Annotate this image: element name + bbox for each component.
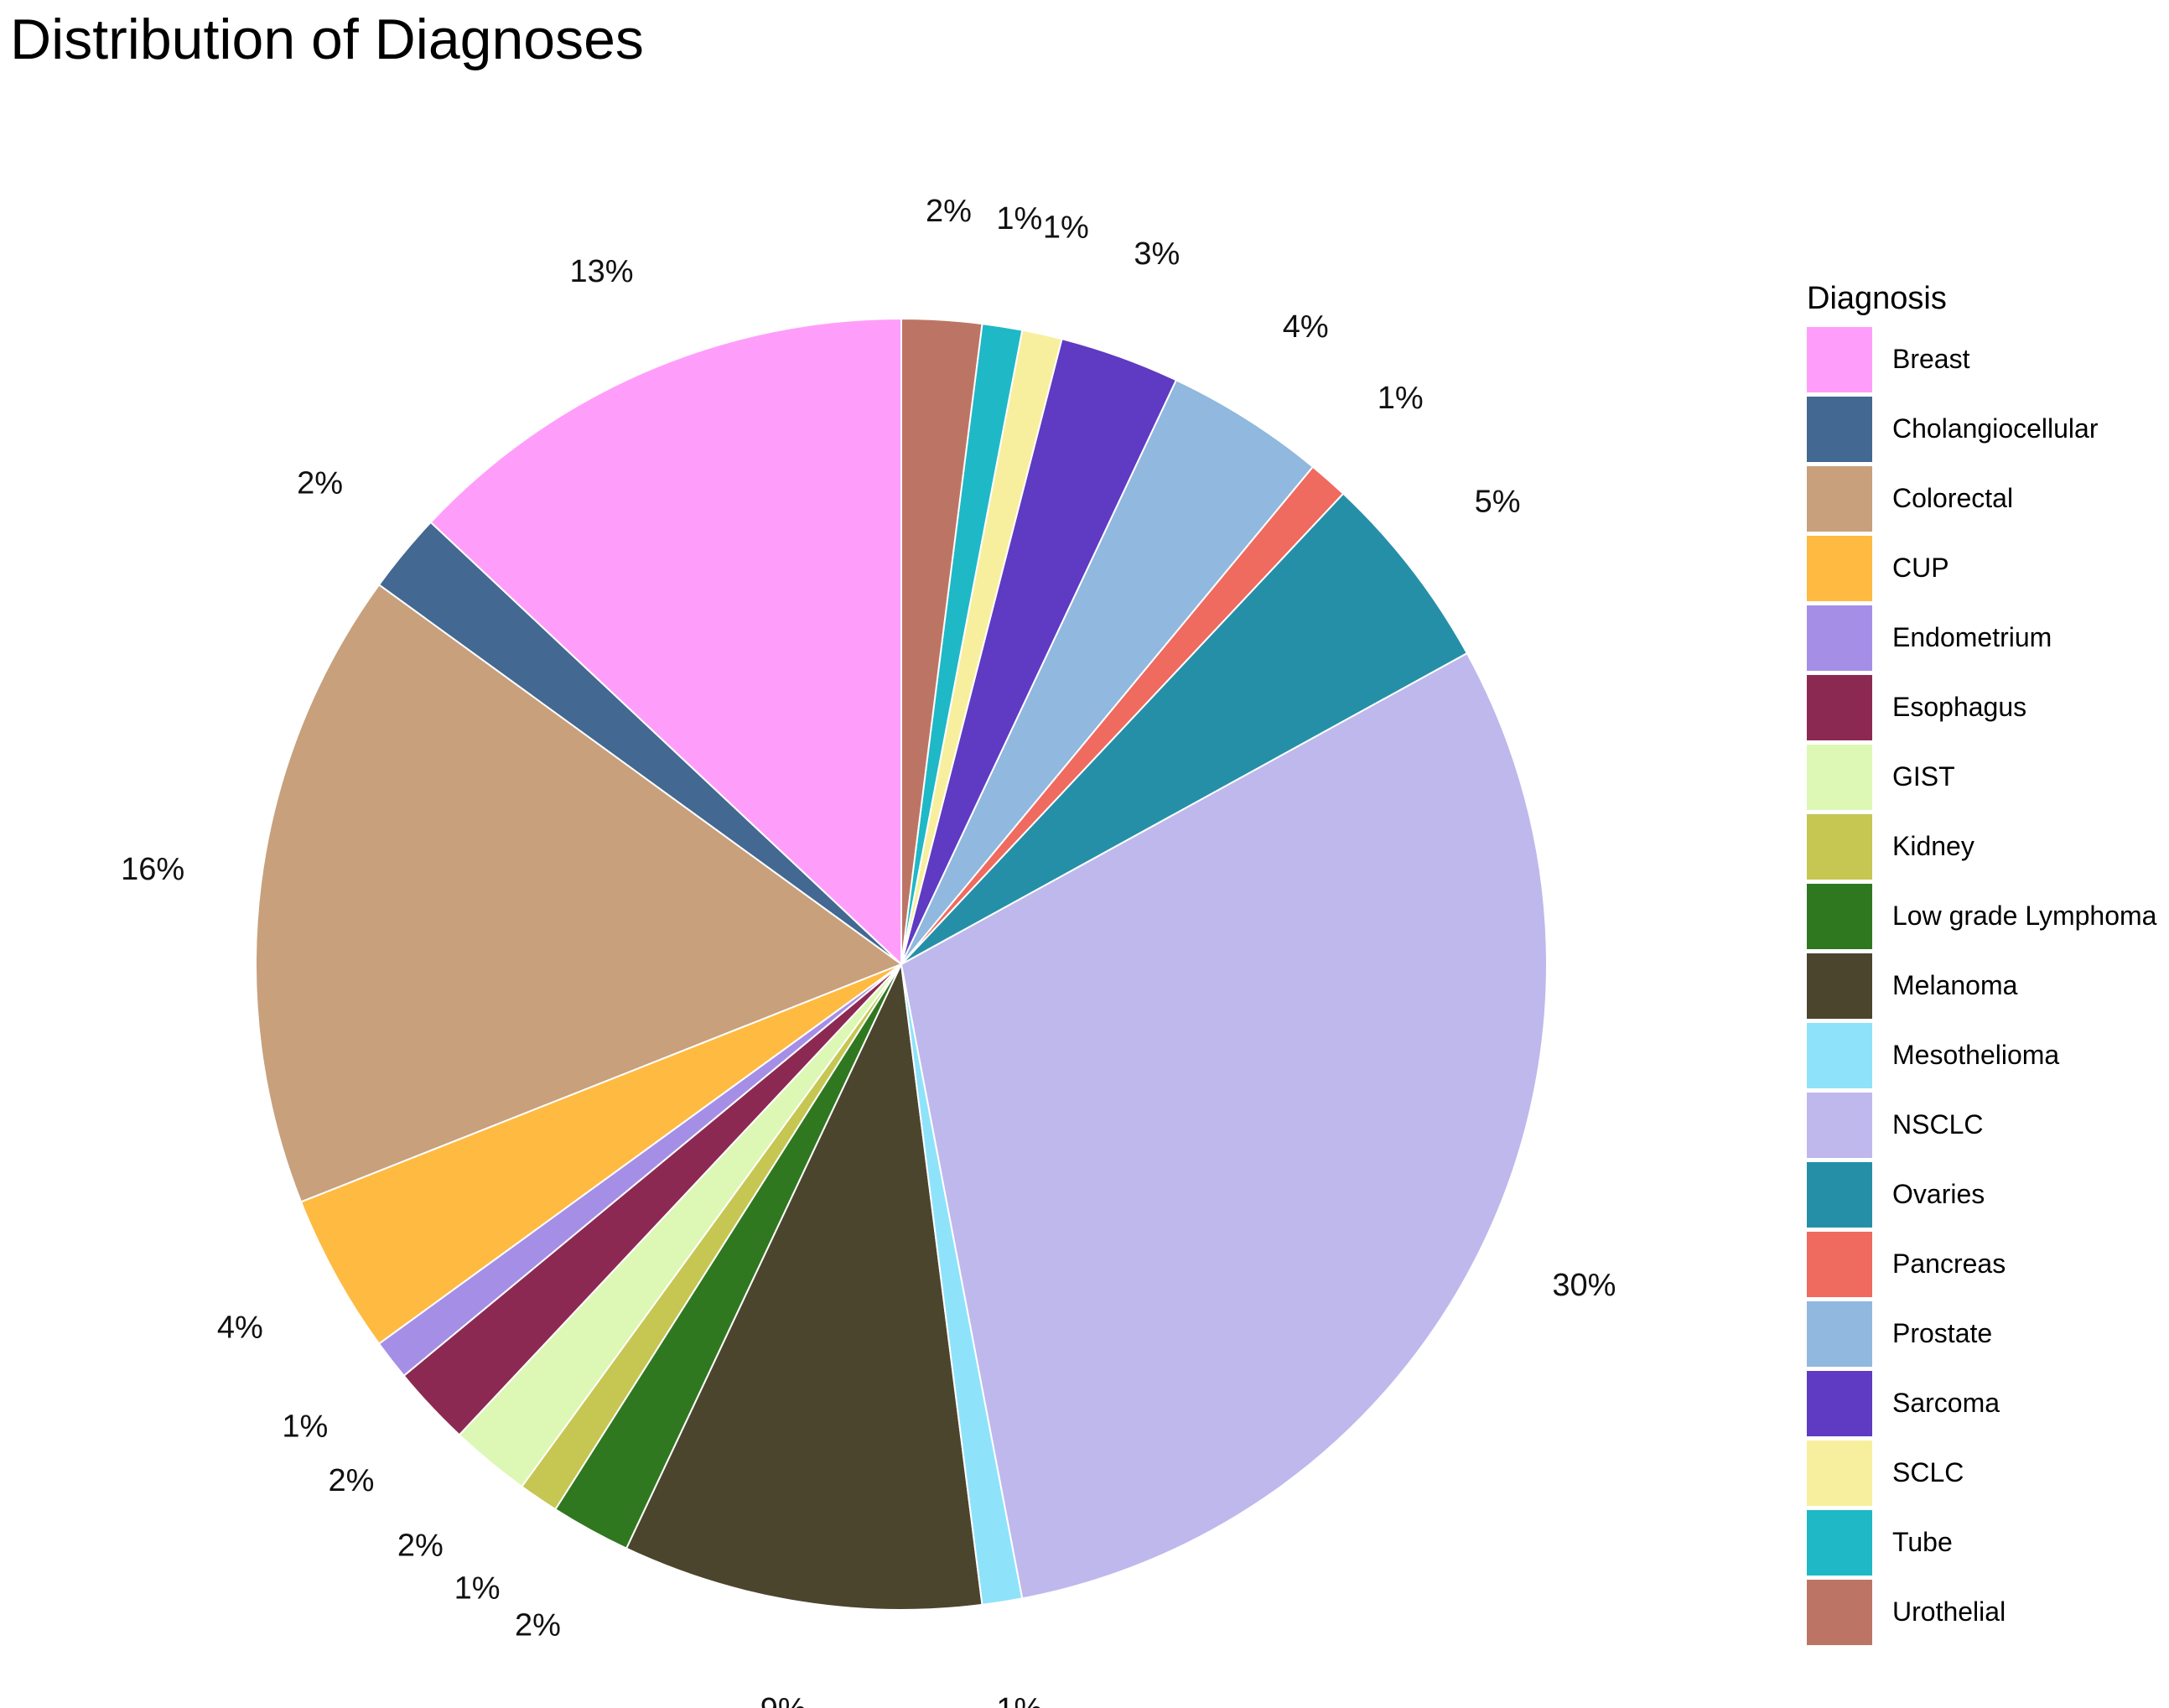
legend-swatch — [1807, 1231, 1872, 1297]
legend-label: NSCLC — [1892, 1109, 1984, 1140]
legend-swatch — [1807, 1440, 1872, 1506]
pie-label-endometrium: 1% — [282, 1409, 328, 1445]
pie-slices — [255, 317, 1548, 1611]
legend-label: Kidney — [1892, 831, 1974, 861]
legend-label: Esophagus — [1892, 692, 2027, 722]
legend-label: Urothelial — [1892, 1596, 2006, 1627]
legend-label: Endometrium — [1892, 622, 2052, 652]
legend-label: GIST — [1892, 761, 1955, 792]
pie-label-melanoma: 9% — [760, 1692, 807, 1708]
legend-swatch — [1807, 396, 1872, 462]
legend-swatch — [1807, 674, 1872, 740]
legend-label: Pancreas — [1892, 1249, 2006, 1279]
legend-label: Cholangiocellular — [1892, 413, 2099, 444]
legend-label: Breast — [1892, 344, 1970, 374]
pie-slice-ovaries — [900, 492, 1469, 965]
legend-swatch — [1807, 813, 1872, 880]
pie-label-sclc: 1% — [1043, 210, 1089, 246]
legend-label: SCLC — [1892, 1457, 1964, 1487]
pie-label-kidney: 1% — [454, 1570, 501, 1606]
pie-label-urothelial: 2% — [926, 194, 972, 229]
legend-item-colorectal: Colorectal — [1807, 464, 2156, 533]
legend-swatch — [1807, 1370, 1872, 1436]
legend-item-urothelial: Urothelial — [1807, 1577, 2156, 1647]
pie-slice-prostate — [900, 378, 1315, 965]
legend-swatch — [1807, 883, 1872, 949]
legend-label: Tube — [1892, 1527, 1953, 1557]
legend-item-prostate: Prostate — [1807, 1299, 2156, 1368]
pie-label-breast: 13% — [570, 254, 634, 289]
legend-label: Ovaries — [1892, 1179, 1985, 1209]
legend-swatch — [1807, 1161, 1872, 1228]
legend-item-esophagus: Esophagus — [1807, 672, 2156, 742]
legend-item-kidney: Kidney — [1807, 812, 2156, 881]
pie-label-low-grade-lymphoma: 2% — [515, 1608, 561, 1643]
legend-title: Diagnosis — [1807, 281, 1947, 316]
pie-slice-melanoma — [625, 961, 983, 1611]
legend-swatch — [1807, 1300, 1872, 1367]
legend-label: Low grade Lymphoma — [1892, 901, 2157, 931]
legend-item-mesothelioma: Mesothelioma — [1807, 1020, 2156, 1090]
legend-item-low-grade-lymphoma: Low grade Lymphoma — [1807, 881, 2156, 951]
pie-label-esophagus: 2% — [328, 1463, 374, 1498]
pie-label-mesothelioma: 1% — [996, 1692, 1042, 1708]
legend: Diagnosis Breast Cholangiocellular Colorec… — [1807, 273, 2156, 1647]
legend-item-ovaries: Ovaries — [1807, 1160, 2156, 1229]
legend-item-tube: Tube — [1807, 1508, 2156, 1577]
legend-swatch — [1807, 744, 1872, 810]
legend-item-endometrium: Endometrium — [1807, 603, 2156, 672]
legend-item-cup: CUP — [1807, 533, 2156, 603]
legend-swatch — [1807, 1509, 1872, 1576]
legend-item-sarcoma: Sarcoma — [1807, 1368, 2156, 1438]
legend-label: Sarcoma — [1892, 1388, 2000, 1418]
pie-slice-nsclc — [900, 652, 1548, 1600]
chart-title: Distribution of Diagnoses — [10, 8, 644, 71]
legend-label: Colorectal — [1892, 483, 2014, 513]
pie-label-nsclc: 30% — [1552, 1268, 1616, 1303]
legend-swatch — [1807, 605, 1872, 671]
legend-swatch — [1807, 1092, 1872, 1158]
legend-item-melanoma: Melanoma — [1807, 951, 2156, 1020]
legend-swatch — [1807, 953, 1872, 1019]
legend-swatch — [1807, 535, 1872, 601]
legend-swatch — [1807, 465, 1872, 532]
legend-items: Breast Cholangiocellular Colorectal CUP Endo… — [1807, 324, 2156, 1647]
legend-swatch — [1807, 1579, 1872, 1645]
pie-label-prostate: 4% — [1283, 309, 1329, 345]
pie-slice-breast — [429, 317, 902, 967]
legend-label: Prostate — [1892, 1318, 1993, 1348]
pie-label-cholangiocellular: 2% — [297, 465, 343, 501]
legend-label: Mesothelioma — [1892, 1040, 2060, 1070]
pie-label-gist: 2% — [397, 1528, 444, 1563]
legend-swatch — [1807, 326, 1872, 392]
legend-item-cholangiocellular: Cholangiocellular — [1807, 394, 2156, 464]
pie-label-ovaries: 5% — [1475, 484, 1521, 519]
pie-label-tube: 1% — [996, 201, 1042, 236]
legend-swatch — [1807, 1022, 1872, 1088]
legend-item-gist: GIST — [1807, 742, 2156, 812]
legend-item-pancreas: Pancreas — [1807, 1229, 2156, 1299]
pie-labels: 13%2%16%4%1%2%2%1%2%9%1%30%5%1%4%3%1%1%2… — [121, 194, 1616, 1708]
pie-label-pancreas: 1% — [1378, 381, 1424, 416]
pie-slice-colorectal — [255, 584, 904, 1203]
legend-item-sclc: SCLC — [1807, 1438, 2156, 1508]
legend-label: CUP — [1892, 553, 1949, 583]
pie-slice-urothelial — [900, 317, 983, 965]
legend-item-nsclc: NSCLC — [1807, 1090, 2156, 1160]
pie-label-sarcoma: 3% — [1134, 236, 1180, 272]
legend-item-breast: Breast — [1807, 324, 2156, 394]
pie-label-cup: 4% — [217, 1311, 263, 1346]
legend-label: Melanoma — [1892, 970, 2018, 1000]
pie-slice-cup — [299, 963, 902, 1345]
pie-label-colorectal: 16% — [121, 852, 184, 887]
